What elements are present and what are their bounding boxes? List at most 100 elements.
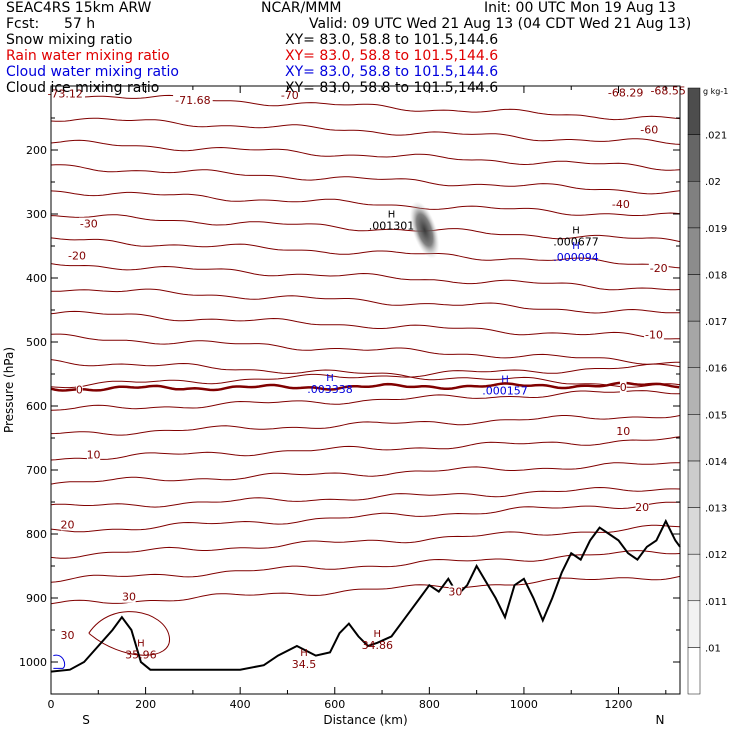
cloud-ice-maximum bbox=[409, 201, 440, 259]
forecast-label: Fcst: bbox=[6, 16, 40, 32]
cloud-ice-field-xy: XY= 83.0, 58.8 to 101.5,144.6 bbox=[285, 80, 499, 96]
rain-field-xy: XY= 83.0, 58.8 to 101.5,144.6 bbox=[285, 48, 499, 64]
contour-label: -73.12 bbox=[47, 88, 82, 101]
colorbar-tick-label: .012 bbox=[705, 550, 727, 561]
closed-isotherm bbox=[88, 611, 170, 656]
y-tick-label: 1000 bbox=[19, 656, 47, 669]
isotherm-line bbox=[51, 486, 680, 508]
contour-label: 0 bbox=[76, 383, 83, 396]
extremum-marker: H bbox=[300, 648, 308, 659]
cloud-ice-field-name: Cloud ice mixing ratio bbox=[6, 80, 160, 96]
contour-label: -30 bbox=[80, 218, 98, 231]
colorbar-segment bbox=[687, 414, 701, 462]
colorbar-tick-label: .019 bbox=[705, 224, 727, 235]
colorbar-tick-label: .02 bbox=[705, 177, 721, 188]
extremum-value: 34.5 bbox=[292, 658, 317, 671]
extremum-value: .000677 bbox=[553, 236, 599, 249]
isotherm-line bbox=[51, 462, 680, 485]
colorbar-segment bbox=[687, 320, 701, 368]
extremum-value: .000157 bbox=[482, 385, 528, 398]
colorbar-tick-label: .017 bbox=[705, 317, 727, 328]
extremum-value: 34.86 bbox=[362, 639, 394, 652]
extremum-value: .000094 bbox=[553, 251, 599, 264]
contour-label-background bbox=[448, 585, 462, 598]
isotherm-line bbox=[51, 415, 680, 436]
colorbar-tick-label: .018 bbox=[705, 270, 727, 281]
contour-label: 20 bbox=[635, 501, 649, 514]
contour-label: -68.29 bbox=[608, 86, 643, 99]
colorbar-segment bbox=[687, 227, 701, 275]
extremum-marker: H bbox=[374, 629, 382, 640]
plot-frame bbox=[50, 85, 681, 695]
contour-label-background bbox=[619, 380, 627, 393]
isotherm-line bbox=[51, 288, 680, 314]
contour-label-background bbox=[648, 261, 669, 274]
north-label: N bbox=[656, 713, 665, 727]
forecast-hours: 57 h bbox=[64, 16, 96, 32]
contour-label-background bbox=[605, 86, 646, 99]
y-tick-label: 200 bbox=[26, 144, 47, 157]
colorbar-segment bbox=[687, 180, 701, 229]
isotherm-line bbox=[51, 93, 680, 121]
y-axis-label: Pressure (hPa) bbox=[2, 347, 16, 433]
x-axis-label: Distance (km) bbox=[323, 713, 407, 727]
isotherm-line bbox=[51, 190, 680, 216]
extremum-marker: H bbox=[501, 375, 509, 386]
snow-field-xy: XY= 83.0, 58.8 to 101.5,144.6 bbox=[285, 32, 499, 48]
extremum-value: .001301 bbox=[369, 220, 415, 233]
extremum-marker: H bbox=[137, 638, 145, 649]
x-tick-label: 600 bbox=[324, 698, 345, 711]
colorbar-segment bbox=[687, 87, 701, 135]
x-tick-label: 800 bbox=[419, 698, 440, 711]
init-time: Init: 00 UTC Mon 19 Aug 13 bbox=[484, 0, 676, 16]
terrain bbox=[50, 518, 681, 673]
colorbar-tick-label: .021 bbox=[705, 131, 727, 142]
isotherm-line bbox=[51, 310, 680, 340]
colorbar-segment bbox=[687, 507, 701, 555]
contour-label: 20 bbox=[61, 518, 75, 531]
colorbar-segment bbox=[687, 274, 701, 322]
isotherm-line bbox=[51, 237, 680, 269]
terrain-surface-line bbox=[50, 518, 681, 673]
isotherm-line bbox=[51, 501, 680, 533]
contour-label-background bbox=[78, 217, 99, 230]
colorbar-segment bbox=[687, 460, 701, 508]
cloud-ice-shading bbox=[409, 201, 440, 259]
colorbar-segment bbox=[687, 367, 701, 415]
contour-label: -71.68 bbox=[175, 94, 210, 107]
isotherm-line bbox=[51, 263, 680, 291]
model-title: SEAC4RS 15km ARW bbox=[6, 0, 152, 16]
extremum-marker: H bbox=[572, 226, 580, 237]
y-tick-label: 500 bbox=[26, 336, 47, 349]
contour-label-background bbox=[45, 87, 85, 100]
colorbar-segment bbox=[687, 553, 701, 602]
contour-label: -40 bbox=[612, 198, 630, 211]
contour-label-background bbox=[86, 448, 101, 461]
isotherm-line bbox=[51, 550, 680, 583]
y-tick-label: 400 bbox=[26, 272, 47, 285]
contour-label: -20 bbox=[68, 250, 86, 263]
x-tick-label: 200 bbox=[135, 698, 156, 711]
chart-annotations: -71.68 -70 -68.29 -68.55 -73.12 -60 -40 -30 -20 -… bbox=[45, 84, 688, 671]
contour-label: -60 bbox=[640, 124, 658, 137]
rain-field-name: Rain water mixing ratio bbox=[6, 48, 170, 64]
contour-label-background bbox=[648, 84, 688, 97]
isotherm-line bbox=[51, 436, 680, 461]
colorbar-tick-label: .015 bbox=[705, 410, 727, 421]
extremum-marker: H bbox=[388, 210, 396, 221]
y-tick-label: 600 bbox=[26, 400, 47, 413]
isotherm-line bbox=[51, 164, 680, 195]
contour-label-background bbox=[60, 629, 75, 642]
contour-label: 10 bbox=[87, 449, 101, 462]
isotherm-line bbox=[51, 117, 680, 145]
extremum-value: 35.96 bbox=[125, 648, 157, 661]
colorbar: .01 .011 .012 .013 .014 .015 .016 .017 .018 .019.… bbox=[687, 87, 728, 695]
contour-label: -10 bbox=[645, 328, 663, 341]
x-tick-label: 1000 bbox=[510, 698, 538, 711]
center-name: NCAR/MMM bbox=[261, 0, 342, 16]
colorbar-tick-label: .014 bbox=[705, 457, 727, 468]
isotherm-line bbox=[51, 390, 680, 411]
x-tick-label: 0 bbox=[48, 698, 55, 711]
